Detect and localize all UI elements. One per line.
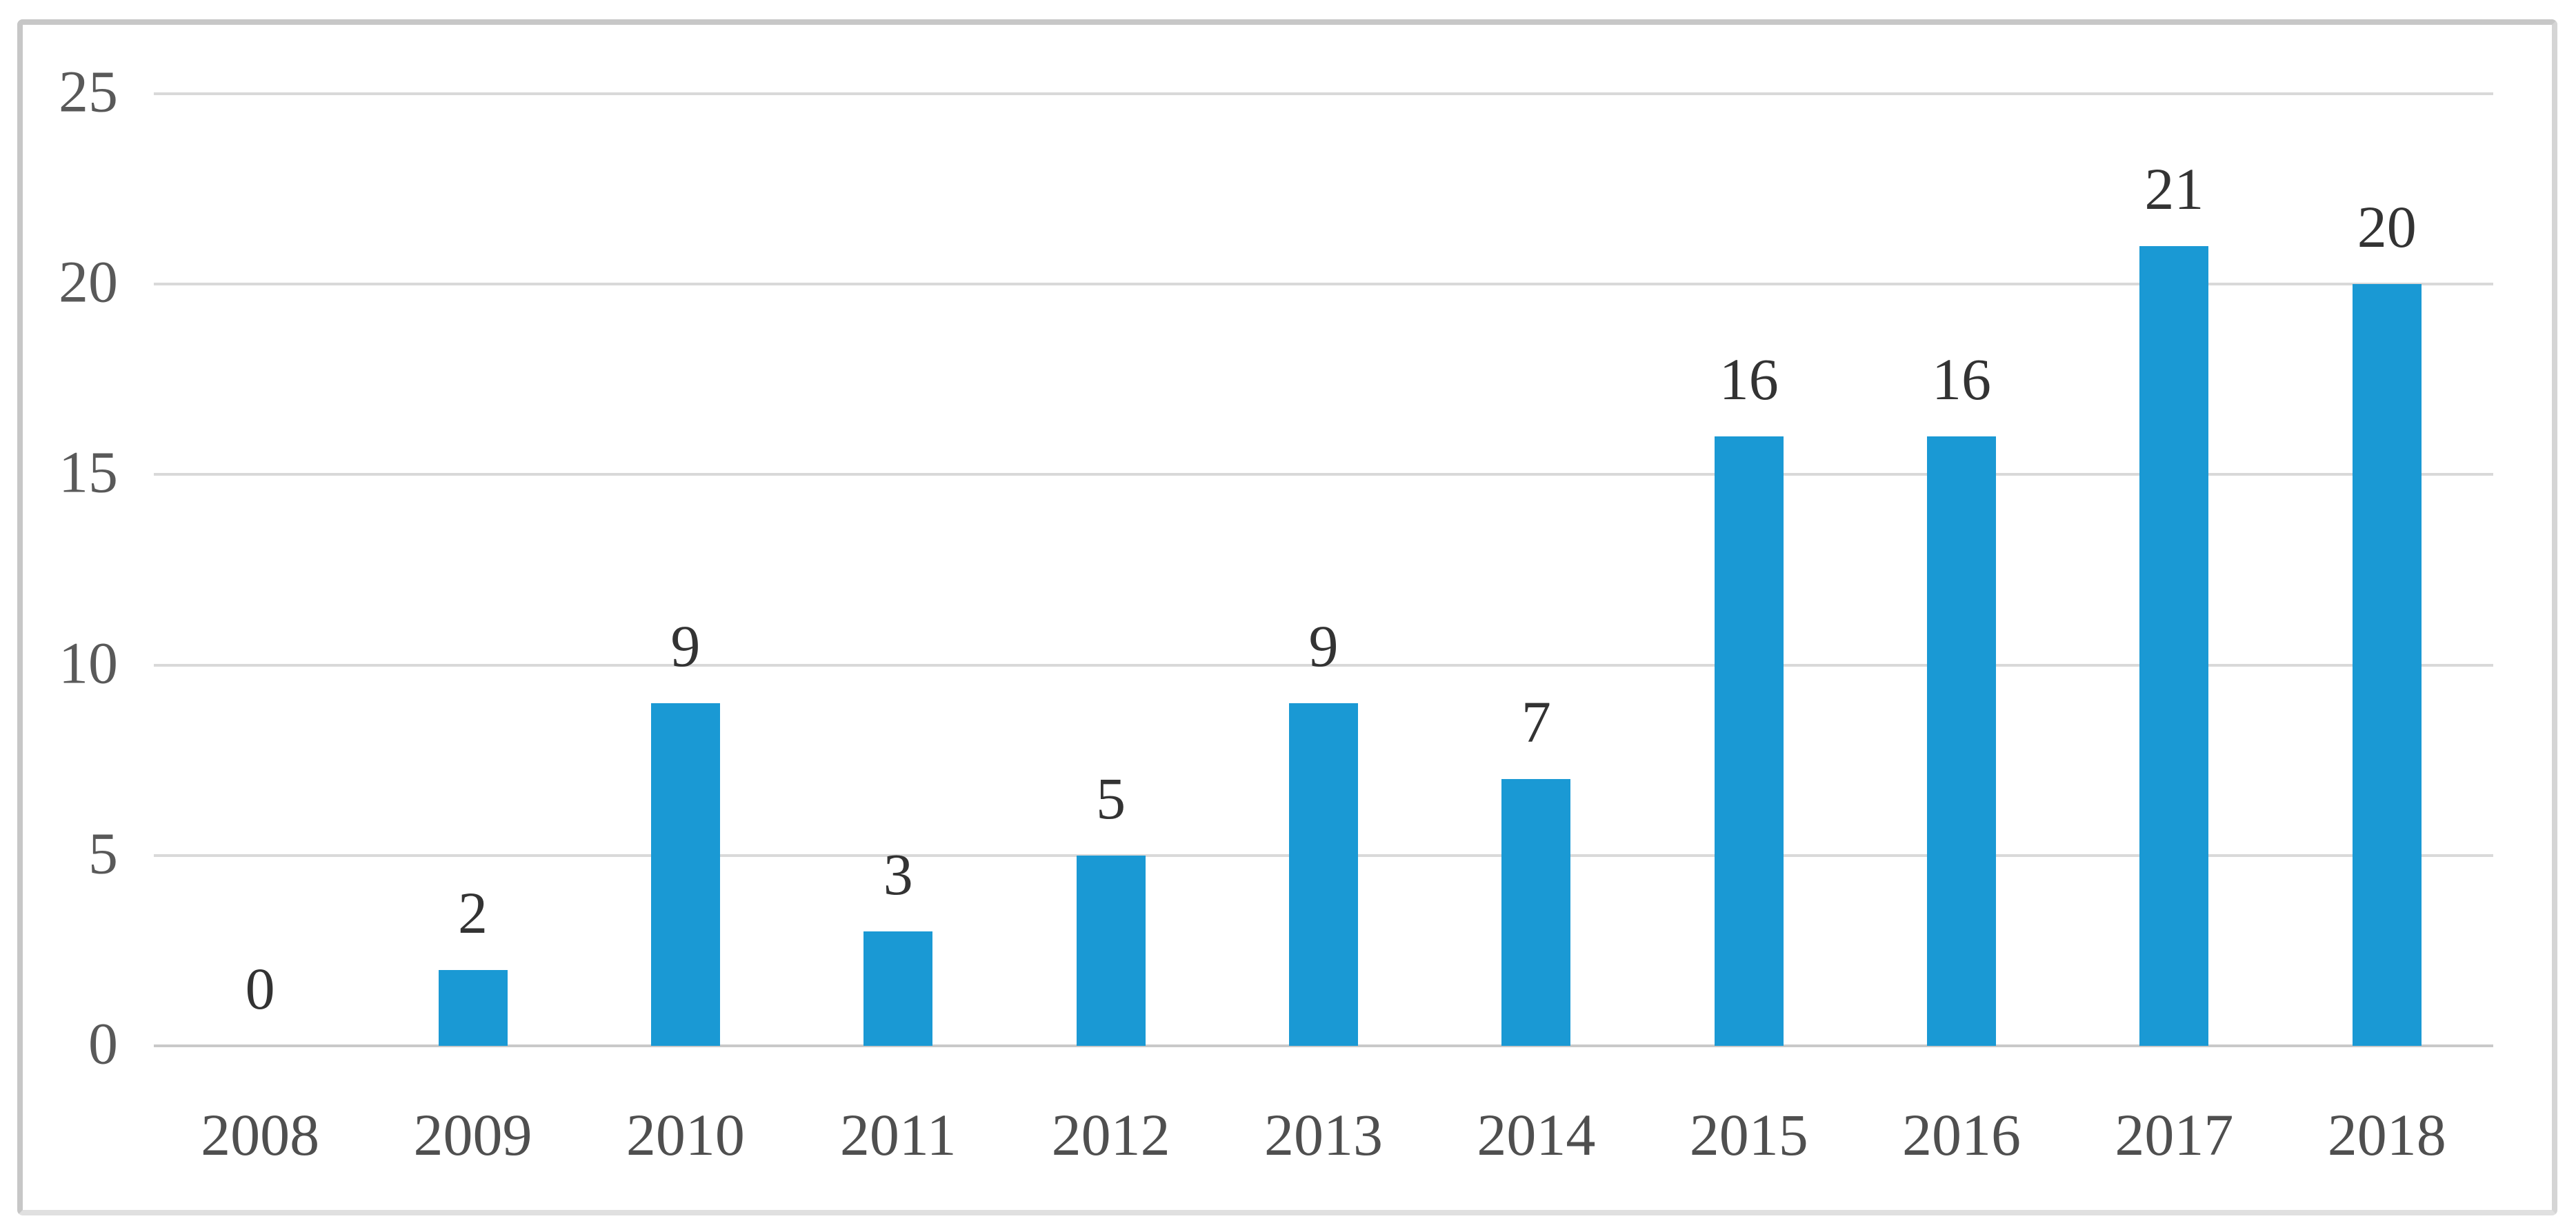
bar-2015 xyxy=(1714,436,1784,1046)
y-axis-tick-label-15: 15 xyxy=(59,438,118,505)
bar-slot-2013: 9 xyxy=(1217,94,1430,1046)
bar-data-label-2014: 7 xyxy=(1521,689,1551,756)
bar-2013 xyxy=(1288,703,1358,1046)
bar-data-label-2016: 16 xyxy=(1932,346,1992,413)
x-axis-tick-label-2009: 2009 xyxy=(413,1102,532,1168)
bar-data-label-2009: 2 xyxy=(458,879,488,946)
bar-2012 xyxy=(1076,855,1146,1046)
gridline-15 xyxy=(154,473,2493,476)
bar-slot-2009: 2 xyxy=(366,94,579,1046)
x-axis-tick-label-2013: 2013 xyxy=(1264,1102,1383,1168)
x-axis-tick-label-2018: 2018 xyxy=(2327,1102,2446,1168)
bar-2009 xyxy=(438,969,508,1046)
bar-2016 xyxy=(1927,436,1997,1046)
x-axis-tick-label-2017: 2017 xyxy=(2115,1102,2234,1168)
y-axis-tick-label-25: 25 xyxy=(59,58,118,125)
bar-data-label-2011: 3 xyxy=(883,841,913,908)
y-axis-tick-label-10: 10 xyxy=(59,629,118,696)
bar-slot-2018: 20 xyxy=(2281,94,2493,1046)
bar-slot-2017: 21 xyxy=(2068,94,2280,1046)
x-axis-baseline xyxy=(154,1044,2493,1047)
bar-data-label-2018: 20 xyxy=(2357,194,2417,261)
chart-frame: 0 5 10 15 20 25 0 2 9 3 5 9 7 16 16 21 20 2008 2009 2010 20… xyxy=(17,19,2557,1215)
bar-slot-2010: 9 xyxy=(579,94,792,1046)
bar-data-label-2013: 9 xyxy=(1308,612,1339,679)
bar-data-label-2015: 16 xyxy=(1719,346,1779,413)
y-axis-tick-label-5: 5 xyxy=(88,820,118,887)
gridline-20 xyxy=(154,283,2493,286)
gridline-10 xyxy=(154,663,2493,667)
x-axis-tick-label-2015: 2015 xyxy=(1689,1102,1808,1168)
x-axis: 2008 2009 2010 2011 2012 2013 2014 2015 2016 2017… xyxy=(154,1105,2493,1164)
y-axis-tick-label-20: 20 xyxy=(59,248,118,315)
bar-data-label-2012: 5 xyxy=(1096,765,1126,831)
bar-2014 xyxy=(1501,779,1571,1046)
bar-2018 xyxy=(2352,284,2422,1046)
bar-2011 xyxy=(863,931,933,1046)
bar-slot-2014: 7 xyxy=(1430,94,1642,1046)
x-axis-tick-label-2016: 2016 xyxy=(1902,1102,2021,1168)
plot-area: 0 5 10 15 20 25 0 2 9 3 5 9 7 16 16 21 20 2008 2009 2010 20… xyxy=(59,62,2493,1164)
bar-data-label-2017: 21 xyxy=(2144,155,2204,222)
bar-data-label-2008: 0 xyxy=(245,956,275,1022)
x-axis-tick-label-2008: 2008 xyxy=(201,1102,320,1168)
bar-slot-2016: 16 xyxy=(1855,94,2068,1046)
bar-2010 xyxy=(650,703,720,1046)
bar-2017 xyxy=(2139,245,2209,1046)
bar-series: 0 2 9 3 5 9 7 16 16 21 20 xyxy=(154,94,2493,1046)
gridline-25 xyxy=(154,92,2493,95)
bar-slot-2011: 3 xyxy=(792,94,1004,1046)
x-axis-tick-label-2014: 2014 xyxy=(1477,1102,1596,1168)
x-axis-tick-label-2010: 2010 xyxy=(626,1102,745,1168)
y-axis-tick-label-0: 0 xyxy=(88,1010,118,1077)
bar-slot-2008: 0 xyxy=(154,94,366,1046)
bar-slot-2015: 16 xyxy=(1643,94,1855,1046)
x-axis-tick-label-2011: 2011 xyxy=(839,1102,957,1168)
x-axis-tick-label-2012: 2012 xyxy=(1051,1102,1170,1168)
bar-slot-2012: 5 xyxy=(1004,94,1217,1046)
bar-data-label-2010: 9 xyxy=(670,612,701,679)
